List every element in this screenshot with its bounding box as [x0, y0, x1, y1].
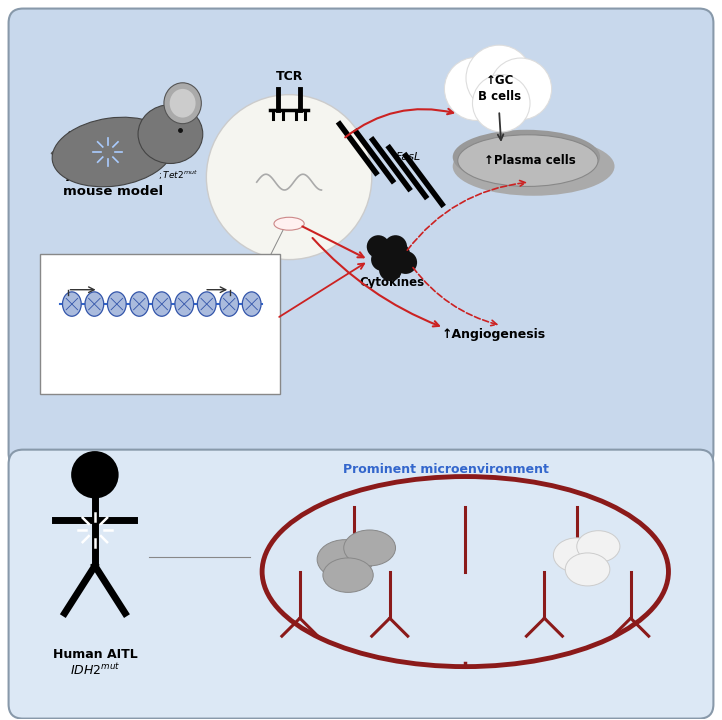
Ellipse shape	[323, 558, 373, 593]
Ellipse shape	[52, 117, 173, 186]
Text: ↑GC
B cells: ↑GC B cells	[478, 74, 521, 104]
Text: TCR: TCR	[275, 70, 303, 84]
Ellipse shape	[152, 292, 171, 316]
Circle shape	[367, 235, 390, 258]
Text: mouse model: mouse model	[63, 185, 163, 198]
Text: Tfh: Tfh	[276, 189, 303, 204]
Circle shape	[394, 251, 417, 274]
Ellipse shape	[108, 292, 126, 316]
Ellipse shape	[453, 137, 614, 196]
Text: Neoplastic: Neoplastic	[534, 594, 604, 607]
Circle shape	[371, 248, 394, 271]
Circle shape	[379, 258, 402, 281]
Ellipse shape	[553, 538, 600, 572]
Ellipse shape	[317, 540, 373, 579]
FancyBboxPatch shape	[9, 450, 713, 719]
Text: and epigenetic: and epigenetic	[110, 333, 209, 346]
Text: Aberrant transcriptomic: Aberrant transcriptomic	[79, 319, 240, 332]
Ellipse shape	[175, 292, 193, 316]
Text: $IDH2^{mut}$: $IDH2^{mut}$	[69, 662, 120, 678]
Circle shape	[466, 45, 532, 111]
Ellipse shape	[458, 135, 598, 186]
Text: Prominent microenvironment: Prominent microenvironment	[343, 462, 549, 475]
Ellipse shape	[197, 292, 216, 316]
Text: $Idh2^{mut}$: $Idh2^{mut}$	[113, 169, 147, 182]
Circle shape	[206, 94, 372, 260]
Circle shape	[384, 235, 407, 258]
Ellipse shape	[63, 292, 81, 316]
Ellipse shape	[344, 530, 396, 566]
Ellipse shape	[262, 477, 669, 667]
Text: Tfh cells: Tfh cells	[542, 607, 598, 620]
FancyBboxPatch shape	[40, 254, 280, 394]
Ellipse shape	[243, 292, 261, 316]
Text: $Idh2^{mut}$: $Idh2^{mut}$	[268, 204, 303, 217]
Ellipse shape	[565, 553, 610, 586]
Circle shape	[490, 58, 552, 120]
Text: ∞: ∞	[284, 219, 293, 229]
Circle shape	[387, 243, 410, 266]
Circle shape	[71, 451, 118, 498]
Text: FasL: FasL	[396, 152, 421, 162]
FancyBboxPatch shape	[9, 9, 713, 467]
Ellipse shape	[170, 89, 196, 117]
Text: $;Tet2^{mut}$: $;Tet2^{mut}$	[158, 169, 198, 182]
Ellipse shape	[577, 531, 620, 562]
Text: Human AITL: Human AITL	[53, 647, 137, 660]
Ellipse shape	[130, 292, 149, 316]
Ellipse shape	[138, 104, 203, 163]
Ellipse shape	[164, 83, 201, 124]
Text: cells: cells	[337, 607, 367, 620]
Text: ↑Angiogenesis: ↑Angiogenesis	[442, 328, 546, 341]
Text: ↑Plasma: ↑Plasma	[323, 594, 381, 607]
Text: programming: programming	[115, 348, 204, 361]
Circle shape	[472, 75, 530, 132]
Ellipse shape	[274, 217, 304, 230]
Text: AITL: AITL	[66, 171, 99, 184]
Text: $;Tet2^{mut}$: $;Tet2^{mut}$	[307, 204, 347, 217]
Text: ↑Plasma cells: ↑Plasma cells	[484, 154, 576, 167]
Ellipse shape	[453, 130, 600, 184]
Ellipse shape	[85, 292, 104, 316]
Text: ↑Angiogenesis: ↑Angiogenesis	[412, 644, 511, 657]
Text: Cytokines: Cytokines	[360, 276, 425, 289]
Ellipse shape	[220, 292, 238, 316]
Circle shape	[445, 58, 508, 120]
